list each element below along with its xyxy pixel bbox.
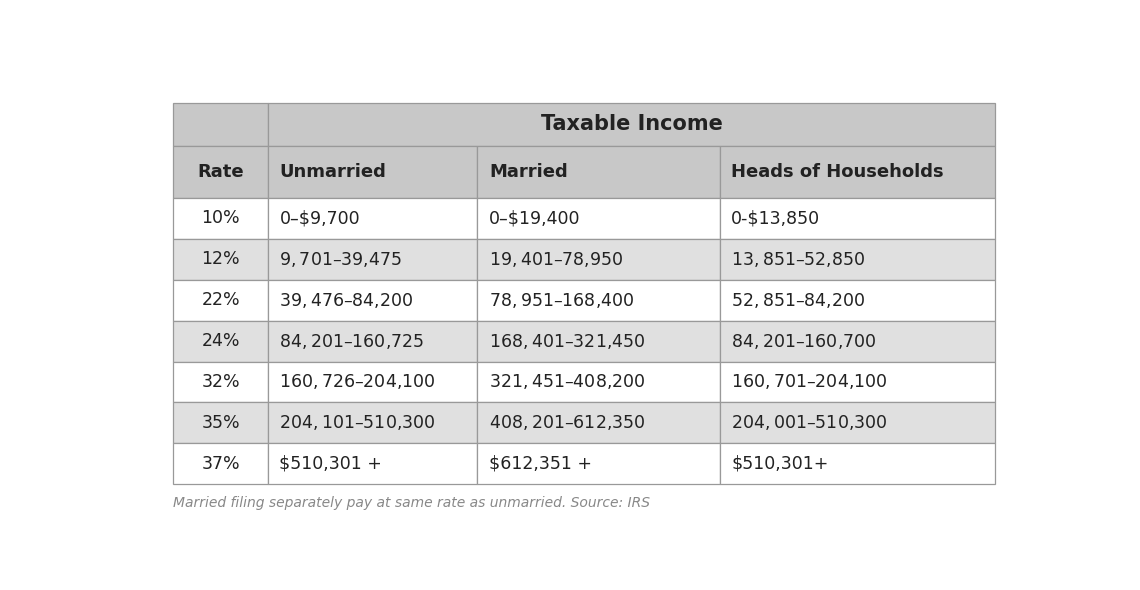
Bar (268, 320, 478, 362)
Bar (478, 280, 719, 320)
Text: $13,851–$52,850: $13,851–$52,850 (731, 250, 865, 269)
Text: $204,001–$510,300: $204,001–$510,300 (731, 414, 888, 432)
Text: $168,401–$321,450: $168,401–$321,450 (489, 332, 645, 350)
Bar (478, 443, 719, 484)
Text: 35%: 35% (202, 414, 241, 432)
Bar (719, 320, 995, 362)
Bar (719, 146, 995, 198)
Bar (173, 146, 268, 198)
Bar (478, 402, 719, 443)
Bar (173, 443, 268, 484)
Text: $39,476–$84,200: $39,476–$84,200 (279, 291, 414, 310)
Text: 0–$9,700: 0–$9,700 (279, 209, 360, 228)
Text: $84,201–$160,725: $84,201–$160,725 (279, 332, 424, 350)
Text: Heads of Households: Heads of Households (731, 163, 944, 181)
Bar (268, 280, 478, 320)
Text: $84,201–$160,700: $84,201–$160,700 (731, 332, 877, 350)
Text: $510,301 +: $510,301 + (279, 455, 382, 473)
Text: Married filing separately pay at same rate as unmarried. Source: IRS: Married filing separately pay at same ra… (173, 496, 651, 510)
Bar (478, 146, 719, 198)
Text: $9,701–$39,475: $9,701–$39,475 (279, 250, 402, 269)
Text: $408,201–$612,350: $408,201–$612,350 (489, 414, 645, 432)
Bar (478, 198, 719, 239)
Text: $52,851–$84,200: $52,851–$84,200 (731, 291, 865, 310)
Text: $510,301+: $510,301+ (731, 455, 829, 473)
Text: 0–$19,400: 0–$19,400 (489, 209, 580, 228)
Bar (478, 362, 719, 402)
Text: Married: Married (489, 163, 568, 181)
Text: 22%: 22% (202, 291, 241, 309)
Bar (173, 402, 268, 443)
Text: $78,951–$168,400: $78,951–$168,400 (489, 291, 635, 310)
Bar (478, 239, 719, 280)
Bar (719, 402, 995, 443)
Text: 37%: 37% (202, 455, 241, 473)
Bar (719, 443, 995, 484)
Bar (268, 103, 995, 146)
Bar (268, 362, 478, 402)
Bar (719, 239, 995, 280)
Text: $160,726–$204,100: $160,726–$204,100 (279, 372, 435, 392)
Text: 32%: 32% (202, 373, 241, 391)
Bar (719, 362, 995, 402)
Text: $204,101–$510,300: $204,101–$510,300 (279, 414, 435, 432)
Bar (173, 103, 268, 146)
Bar (268, 443, 478, 484)
Bar (173, 280, 268, 320)
Text: $321,451–$408,200: $321,451–$408,200 (489, 372, 645, 392)
Text: 12%: 12% (202, 250, 241, 268)
Bar (268, 198, 478, 239)
Text: 24%: 24% (202, 332, 239, 350)
Bar (268, 146, 478, 198)
Text: $19,401–$78,950: $19,401–$78,950 (489, 250, 624, 269)
Text: $160,701–$204,100: $160,701–$204,100 (731, 372, 888, 392)
Text: $612,351 +: $612,351 + (489, 455, 592, 473)
Bar (719, 198, 995, 239)
Bar (478, 320, 719, 362)
Bar (268, 239, 478, 280)
Bar (173, 320, 268, 362)
Text: Rate: Rate (197, 163, 244, 181)
Bar (173, 239, 268, 280)
Bar (173, 362, 268, 402)
Bar (719, 280, 995, 320)
Text: Taxable Income: Taxable Income (540, 114, 723, 134)
Text: Unmarried: Unmarried (279, 163, 386, 181)
Text: 10%: 10% (202, 209, 241, 228)
Text: 0-$13,850: 0-$13,850 (731, 209, 821, 228)
Bar (268, 402, 478, 443)
Bar (173, 198, 268, 239)
